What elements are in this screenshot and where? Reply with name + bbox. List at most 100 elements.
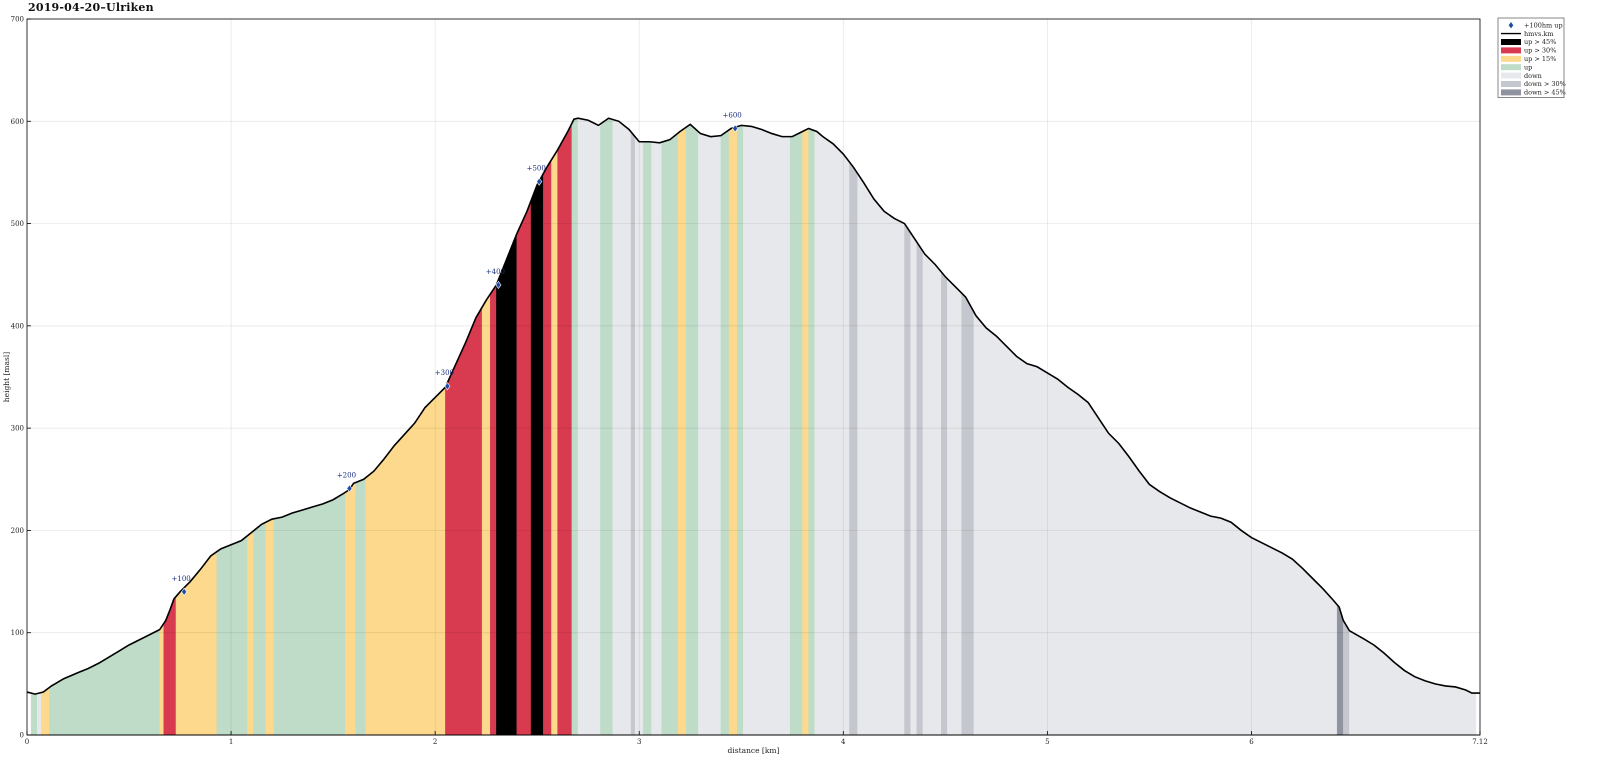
x-tick-label-6: 6 bbox=[1249, 738, 1254, 746]
legend-label-0: +100hm up bbox=[1524, 21, 1563, 29]
hm-marker-5 bbox=[732, 124, 739, 133]
segment-down-1 bbox=[37, 692, 42, 736]
x-tick-label-1: 1 bbox=[229, 738, 233, 746]
segment-down-56 bbox=[1349, 630, 1462, 736]
hm-marker-label-0: +100 bbox=[172, 575, 191, 583]
segment-down30-50 bbox=[941, 271, 948, 736]
legend-label-2: up > 45% bbox=[1524, 38, 1556, 46]
legend-swatch-8 bbox=[1501, 89, 1521, 96]
segment-up-26 bbox=[600, 118, 613, 736]
legend-label-3: up > 30% bbox=[1524, 47, 1556, 55]
segment-down-43 bbox=[814, 130, 850, 736]
legend-swatch-4 bbox=[1501, 55, 1521, 62]
segment-up15-14 bbox=[365, 386, 446, 736]
slope-segments bbox=[30, 117, 1477, 736]
segment-down-51 bbox=[947, 278, 962, 736]
segment-up15-10 bbox=[265, 518, 275, 736]
segment-down-31 bbox=[651, 141, 662, 736]
legend-swatch-6 bbox=[1501, 72, 1521, 79]
segment-down45-54 bbox=[1336, 604, 1344, 736]
hm-marker-3 bbox=[495, 280, 502, 290]
x-tick-label-4: 4 bbox=[841, 738, 846, 746]
segment-up30-21 bbox=[543, 159, 552, 736]
segment-up15-2 bbox=[41, 687, 50, 736]
segment-up-3 bbox=[49, 629, 160, 736]
x-tick-label-2: 2 bbox=[433, 738, 437, 746]
segment-up-34 bbox=[685, 124, 699, 736]
segment-up-9 bbox=[253, 521, 266, 736]
segment-up15-41 bbox=[802, 128, 809, 736]
segment-up45-20 bbox=[530, 172, 544, 736]
legend-label-5: up bbox=[1524, 63, 1532, 71]
hm-marker-4 bbox=[536, 177, 543, 186]
segment-up-11 bbox=[273, 491, 346, 736]
segment-down-25 bbox=[577, 117, 601, 736]
segment-down30-28 bbox=[630, 131, 636, 736]
axes bbox=[26, 18, 1481, 736]
legend-swatch-7 bbox=[1501, 81, 1521, 87]
x-tick-label-7: 7.12 bbox=[1472, 738, 1488, 746]
segment-down-49 bbox=[922, 250, 942, 736]
y-tick-label-2: 200 bbox=[11, 527, 24, 535]
legend-label-7: down > 30% bbox=[1524, 80, 1566, 88]
segment-down-47 bbox=[910, 232, 917, 736]
y-tick-label-5: 500 bbox=[11, 220, 24, 228]
legend-label-6: down bbox=[1524, 72, 1542, 80]
grid bbox=[27, 19, 1480, 735]
segment-up30-19 bbox=[516, 200, 532, 736]
segment-up45-18 bbox=[496, 233, 517, 736]
hm-marker-label-2: +300 bbox=[435, 369, 454, 377]
y-axis-label: height [masl] bbox=[2, 352, 11, 402]
legend-swatch-2 bbox=[1501, 39, 1521, 45]
y-tick-label-1: 100 bbox=[11, 629, 24, 637]
segment-up-13 bbox=[355, 477, 366, 736]
segment-up30-23 bbox=[557, 123, 573, 736]
x-tick-label-5: 5 bbox=[1045, 738, 1049, 746]
segment-down-45 bbox=[857, 172, 905, 736]
y-tick-label-0: 0 bbox=[20, 732, 24, 740]
x-axis-label: distance [km] bbox=[728, 746, 780, 755]
hm-marker-2 bbox=[444, 382, 451, 391]
segment-up-7 bbox=[216, 535, 248, 736]
segment-up15-4 bbox=[159, 622, 164, 736]
segment-down-35 bbox=[698, 131, 722, 736]
segment-up15-33 bbox=[677, 126, 687, 736]
segment-down-27 bbox=[612, 119, 632, 736]
legend-label-8: down > 45% bbox=[1524, 89, 1566, 97]
legend-label-4: up > 15% bbox=[1524, 55, 1556, 63]
legend-swatch-5 bbox=[1501, 64, 1521, 71]
segment-up30-17 bbox=[490, 284, 497, 736]
x-tick-label-3: 3 bbox=[637, 738, 641, 746]
hm-marker-label-5: +600 bbox=[723, 111, 742, 119]
segment-up15-22 bbox=[551, 149, 558, 736]
segment-up-0 bbox=[30, 692, 38, 736]
segment-down30-44 bbox=[849, 161, 858, 736]
x-tick-label-0: 0 bbox=[25, 738, 29, 746]
segment-down30-55 bbox=[1343, 619, 1350, 736]
segment-down30-48 bbox=[916, 241, 924, 736]
segment-down-53 bbox=[973, 311, 1338, 736]
segment-down30-52 bbox=[961, 292, 975, 736]
legend-label-1: hmvs.km bbox=[1524, 30, 1554, 38]
hm-marker-1 bbox=[346, 484, 353, 493]
hm-markers: +100 +200 +300 +400 +500 +600 bbox=[172, 111, 742, 596]
y-tick-label-3: 300 bbox=[11, 425, 24, 433]
tick-labels: 0 1 2 3 4 5 6 7.12 0 100 200 300 400 500 600 700 bbox=[11, 16, 1488, 747]
elevation-line bbox=[26, 117, 1480, 695]
segment-up15-37 bbox=[728, 126, 738, 736]
hm-marker-label-3: +400 bbox=[486, 268, 505, 276]
segment-up-38 bbox=[736, 125, 744, 736]
legend-swatch-3 bbox=[1501, 47, 1521, 54]
segment-up-24 bbox=[571, 117, 579, 736]
segment-up15-12 bbox=[345, 482, 356, 736]
segment-up-40 bbox=[790, 131, 803, 736]
segment-up15-16 bbox=[481, 293, 491, 736]
y-tick-label-6: 600 bbox=[11, 118, 24, 126]
segment-down-57 bbox=[1461, 688, 1477, 736]
segment-up-30 bbox=[643, 141, 652, 736]
hm-marker-0 bbox=[181, 587, 188, 596]
segment-up-36 bbox=[720, 129, 730, 736]
segment-up-42 bbox=[808, 128, 815, 736]
